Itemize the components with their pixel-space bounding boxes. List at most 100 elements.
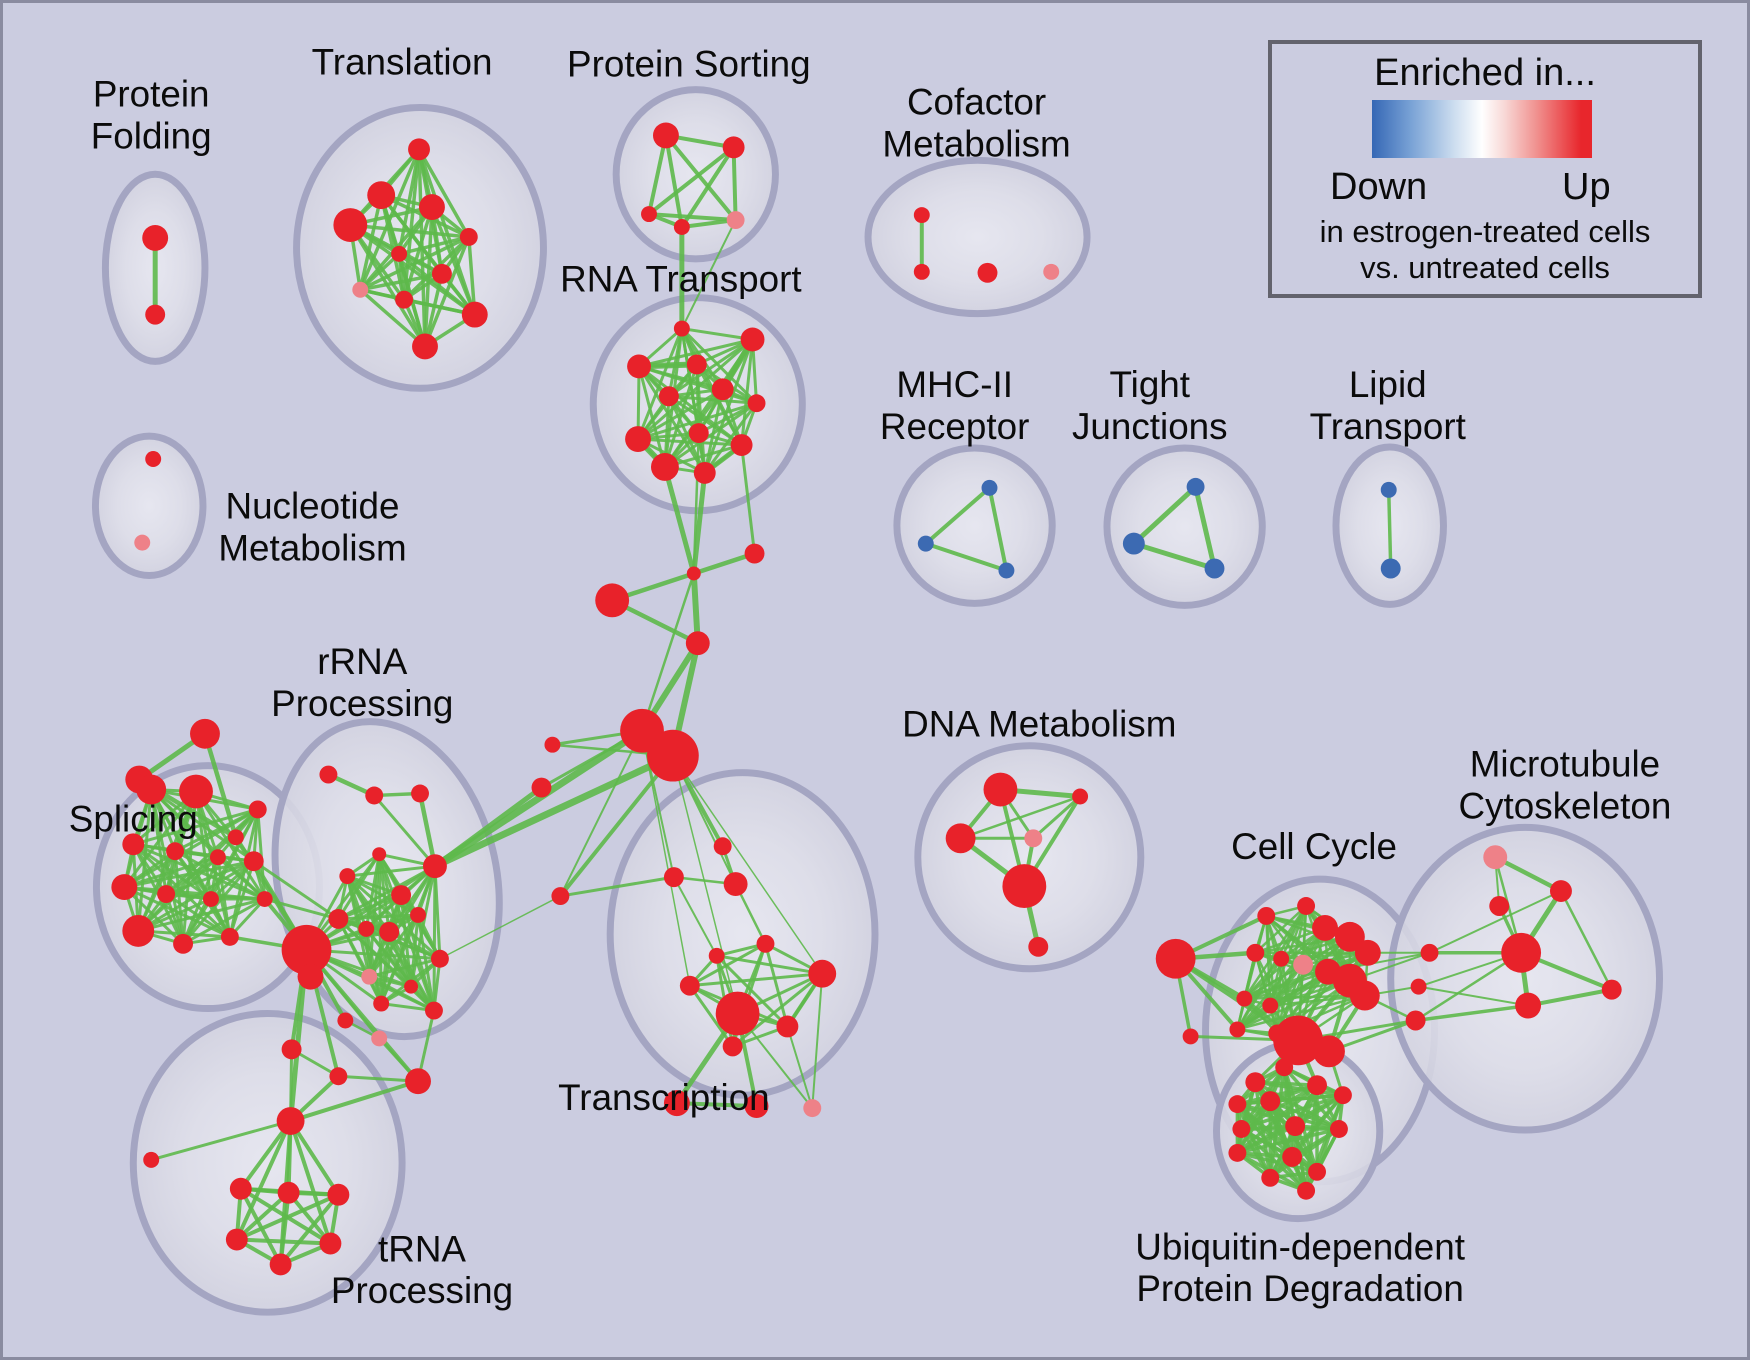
edge [1254, 904, 1308, 955]
edge [372, 793, 437, 868]
edge [417, 791, 438, 869]
edge [731, 145, 738, 223]
cluster-ellipse-mhc-ii-receptor [893, 444, 1056, 607]
edge [636, 387, 725, 441]
gene-set-node [225, 1228, 248, 1251]
cluster-label-microtubule-cytoskeleton: Cytoskeleton [1458, 785, 1671, 826]
edge [1268, 1127, 1341, 1180]
edge [397, 235, 471, 256]
edge [387, 930, 436, 1013]
gene-set-node [726, 211, 745, 229]
gene-set-node [650, 453, 679, 481]
gene-set-node [1489, 896, 1510, 916]
gene-set-node [1312, 914, 1338, 941]
edge [1131, 541, 1217, 571]
edge [1235, 1151, 1319, 1174]
gene-set-node [179, 774, 213, 809]
edge [181, 855, 220, 946]
edge [1243, 957, 1283, 1000]
gene-set-node [1550, 880, 1572, 903]
edge [336, 913, 420, 921]
gene-set-node [1273, 950, 1290, 967]
gene-set-node [1293, 954, 1314, 975]
cluster-label-protein-folding: Folding [91, 115, 212, 156]
gene-set-node [1380, 481, 1397, 498]
gene-set-node [686, 566, 701, 581]
edge [467, 235, 477, 317]
edge [336, 893, 403, 921]
gene-set-node [423, 854, 447, 879]
gene-set-node [1228, 1095, 1247, 1114]
cluster-label-trna-processing: Processing [331, 1270, 513, 1311]
gene-set-node [136, 774, 167, 805]
legend-title: Enriched in... [1374, 52, 1596, 94]
edge [238, 1119, 293, 1191]
gene-set-node [711, 378, 734, 401]
edge [641, 730, 691, 987]
edge [288, 1079, 421, 1124]
edge [558, 875, 676, 898]
edge [432, 864, 437, 1013]
edge [663, 133, 738, 223]
edge [559, 729, 644, 898]
gene-set-node [145, 451, 162, 467]
gene-set-node [329, 1067, 348, 1086]
gene-set-node [379, 921, 400, 942]
gene-set-node [803, 1099, 822, 1118]
legend-caption-line2: vs. untreated cells [1360, 250, 1610, 285]
edge [234, 1119, 293, 1242]
gene-set-node [627, 354, 651, 379]
cluster-label-cell-cycle: Cell Cycle [1231, 826, 1397, 867]
gene-set-node [173, 933, 194, 954]
gene-set-node [327, 1183, 350, 1206]
edge [1235, 1102, 1319, 1174]
gene-set-node [410, 906, 426, 923]
gene-set-node [744, 543, 765, 564]
gene-set-node [391, 885, 412, 906]
edge [358, 252, 401, 292]
edge [680, 219, 737, 330]
gene-set-node [202, 891, 219, 907]
edge [379, 930, 391, 1006]
legend-color-gradient-bar [1372, 100, 1592, 158]
gene-set-node [647, 729, 699, 782]
edge [679, 145, 736, 229]
edge [1235, 1102, 1341, 1131]
gene-set-node [1515, 992, 1542, 1019]
gene-set-node [544, 736, 561, 753]
gene-set-node [1155, 938, 1196, 979]
gene-set-node [747, 394, 766, 413]
edge [637, 338, 755, 368]
gene-set-node [713, 837, 732, 856]
legend-up-label: Up [1562, 166, 1611, 208]
edge [667, 394, 744, 447]
edge [181, 859, 256, 946]
gene-set-node [663, 867, 684, 888]
gene-set-node [625, 426, 651, 453]
edge [703, 387, 725, 475]
cluster-ellipse-trna-processing [129, 1010, 406, 1316]
cluster-label-transcription: Transcription [558, 1077, 769, 1118]
gene-set-node [143, 1151, 160, 1168]
edge [238, 1186, 283, 1267]
gene-set-node [373, 995, 390, 1012]
edge [431, 752, 677, 870]
cluster-label-ubiquitin-degradation: Protein Degradation [1136, 1268, 1464, 1309]
gene-set-node [715, 991, 760, 1036]
gene-set-node [913, 207, 930, 224]
edge [636, 401, 759, 441]
edge [181, 897, 267, 946]
gene-set-node [1002, 864, 1047, 908]
gene-set-node [1024, 829, 1043, 848]
cluster-label-ubiquitin-degradation: Ubiquitin-dependent [1135, 1226, 1465, 1267]
cluster-ellipse-tight-junctions [1103, 444, 1266, 609]
edge [336, 1074, 420, 1083]
gene-set-node [1329, 1120, 1348, 1138]
gene-set-node [269, 1253, 292, 1276]
gene-set-node [673, 320, 690, 337]
edge [439, 895, 562, 960]
edge [131, 807, 260, 846]
edge [358, 235, 471, 292]
gene-set-node [248, 800, 267, 819]
gene-set-node [722, 1036, 743, 1057]
